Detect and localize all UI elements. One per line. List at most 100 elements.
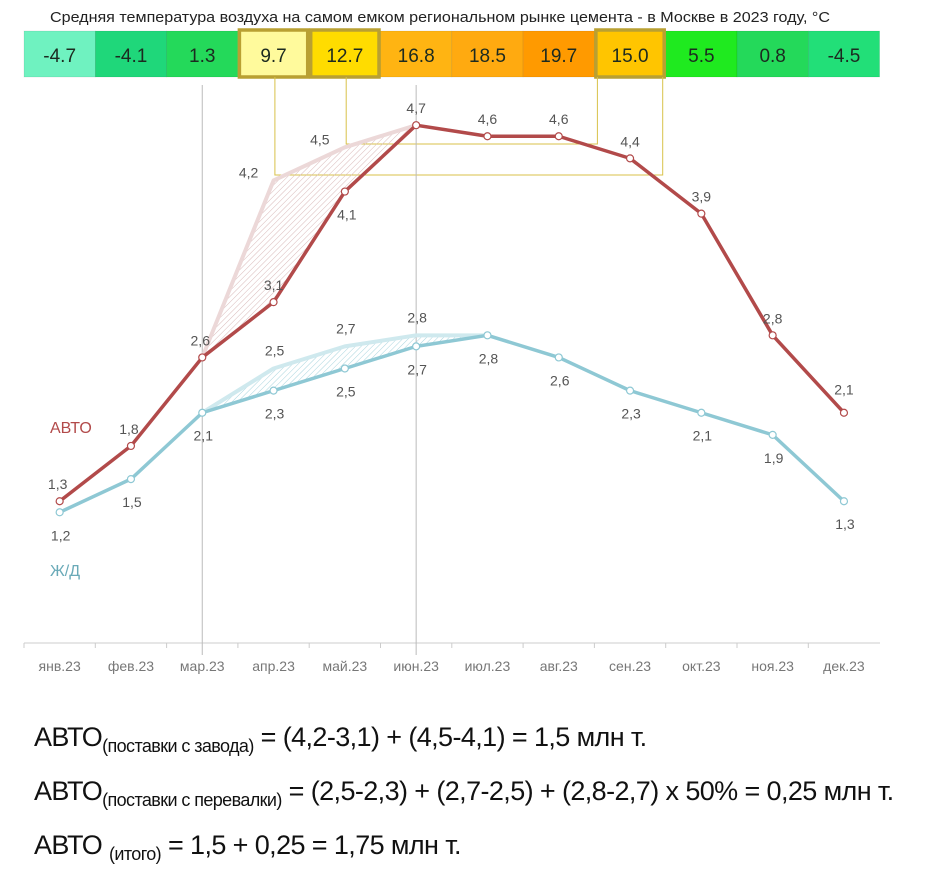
rail-data-label: 2,5 [336, 384, 356, 400]
x-tick-label: апр.23 [252, 658, 295, 674]
rail-data-label: 2,1 [693, 428, 713, 444]
formula-sub: (поставки с перевалки) [102, 790, 282, 810]
formula-total: АВТО (итого) = 1,5 + 0,25 = 1,75 млн т. [34, 830, 894, 884]
rail-point [269, 386, 278, 395]
auto-data-label: 4,6 [549, 111, 569, 127]
temperature-value: 16.8 [398, 46, 435, 67]
auto-point [483, 132, 492, 141]
temperature-cell [807, 30, 880, 78]
auto-data-label: 3,1 [264, 277, 284, 293]
temperature-value: 1.3 [189, 46, 215, 67]
rail-shifted-label: 2,8 [407, 309, 427, 325]
temperature-value: -4.1 [115, 46, 148, 67]
auto-point [269, 298, 278, 307]
chart: Средняя температура воздуха на самом емк… [23, 10, 880, 674]
rail-point [55, 508, 64, 517]
formula-sub: (поставки с завода) [102, 736, 254, 756]
auto-point [697, 209, 706, 218]
rail-data-label: 2,8 [479, 350, 499, 366]
rail-shifted-label: 2,7 [336, 320, 356, 336]
rail-point [340, 364, 349, 373]
auto-data-label: 4,4 [620, 133, 640, 149]
auto-data-label: 3,9 [692, 189, 712, 205]
auto-data-label: 1,3 [48, 476, 68, 492]
auto-data-label: 4,1 [337, 207, 357, 223]
connector-line [345, 77, 598, 145]
formula-rhs: = 1,5 + 0,25 = 1,75 млн т. [161, 830, 462, 860]
auto-shifted-label: 4,5 [310, 131, 330, 147]
temperature-cell [380, 30, 453, 78]
rail-data-label: 2,3 [621, 406, 641, 422]
rail-data-label: 2,7 [407, 361, 427, 377]
auto-point [839, 408, 849, 417]
temperature-cell [451, 30, 524, 78]
auto-point [768, 331, 777, 340]
formula-lhs: АВТО [34, 722, 103, 752]
auto-shifted-line [200, 123, 417, 359]
x-tick-label: мар.23 [180, 658, 225, 674]
temperature-value: 12.7 [326, 46, 363, 67]
temperature-cell [308, 30, 381, 78]
temperature-value: 5.5 [688, 46, 714, 67]
temperature-value: -4.7 [43, 46, 76, 67]
x-tick-label: сен.23 [609, 658, 651, 674]
rail-data-label: 2,3 [265, 406, 285, 422]
rail-point [625, 386, 635, 395]
auto-point [198, 353, 207, 362]
rail-line [58, 333, 846, 514]
rail-point [126, 475, 136, 484]
auto-point [412, 121, 421, 130]
x-tick-label: фев.23 [108, 658, 154, 674]
temperature-cell [95, 30, 167, 78]
x-tick-label: авг.23 [540, 658, 578, 674]
legend-rail: Ж/Д [50, 563, 80, 580]
formula-transshipment: АВТО(поставки с перевалки) = (2,5-2,3) +… [34, 776, 894, 830]
rail-shifted-line [201, 333, 488, 415]
formula-sub: (итого) [109, 844, 162, 864]
rail-data-label: 2,6 [550, 372, 570, 388]
auto-data-label: 2,6 [191, 332, 211, 348]
rail-point [768, 430, 777, 439]
temperature-value: 0.8 [759, 46, 785, 67]
rail-data-label: 1,3 [835, 516, 855, 532]
temperature-cell [166, 30, 239, 78]
formula-lhs: АВТО [34, 830, 109, 860]
highlight-frame [237, 28, 310, 79]
legend-auto: АВТО [50, 420, 92, 437]
temperature-value: 9.7 [260, 46, 286, 67]
auto-data-label: 2,1 [834, 382, 854, 398]
x-tick-label: июн.23 [393, 658, 439, 674]
plot-area: янв.23 фев.23 мар.23 апр.23 май.23 июн.23 июл.… [23, 77, 880, 674]
formula-rhs: = (2,5-2,3) + (2,7-2,5) + (2,8-2,7) х 50… [281, 776, 895, 806]
auto-line [58, 123, 846, 503]
highlight-frame [594, 28, 666, 79]
temperature-cell [522, 30, 595, 78]
auto-shifted-label: 4,2 [239, 164, 259, 180]
rail-data-label: 1,5 [122, 494, 142, 510]
temperature-value: 15.0 [612, 46, 649, 67]
rail-point [483, 331, 492, 340]
auto-data-label: 4,6 [478, 111, 498, 127]
auto-point [126, 441, 136, 451]
x-tick-label: ноя.23 [751, 658, 794, 674]
rail-gap-area [202, 335, 488, 413]
rail-data-label: 1,2 [51, 527, 71, 543]
formula-factory: АВТО(поставки с завода) = (4,2-3,1) + (4… [34, 722, 894, 776]
auto-data-label: 4,7 [406, 100, 426, 116]
x-tick-label: янв.23 [39, 658, 81, 674]
temperature-value: -4.5 [828, 46, 861, 67]
rail-point [839, 497, 849, 506]
connector-line [274, 77, 664, 176]
temperature-cell [23, 30, 96, 78]
formulas: АВТО(поставки с завода) = (4,2-3,1) + (4… [34, 722, 894, 884]
auto-point [554, 132, 563, 141]
auto-gap-area [202, 125, 417, 358]
x-tick-label: дек.23 [823, 658, 865, 674]
rail-data-label: 1,9 [764, 450, 784, 466]
formula-rhs: = (4,2-3,1) + (4,5-4,1) = 1,5 млн т. [253, 722, 648, 752]
rail-point [697, 408, 706, 417]
temperature-cell [237, 30, 310, 78]
rail-data-label: 2,1 [194, 428, 214, 444]
auto-data-label: 1,8 [119, 421, 139, 437]
highlight-frame [308, 28, 381, 79]
